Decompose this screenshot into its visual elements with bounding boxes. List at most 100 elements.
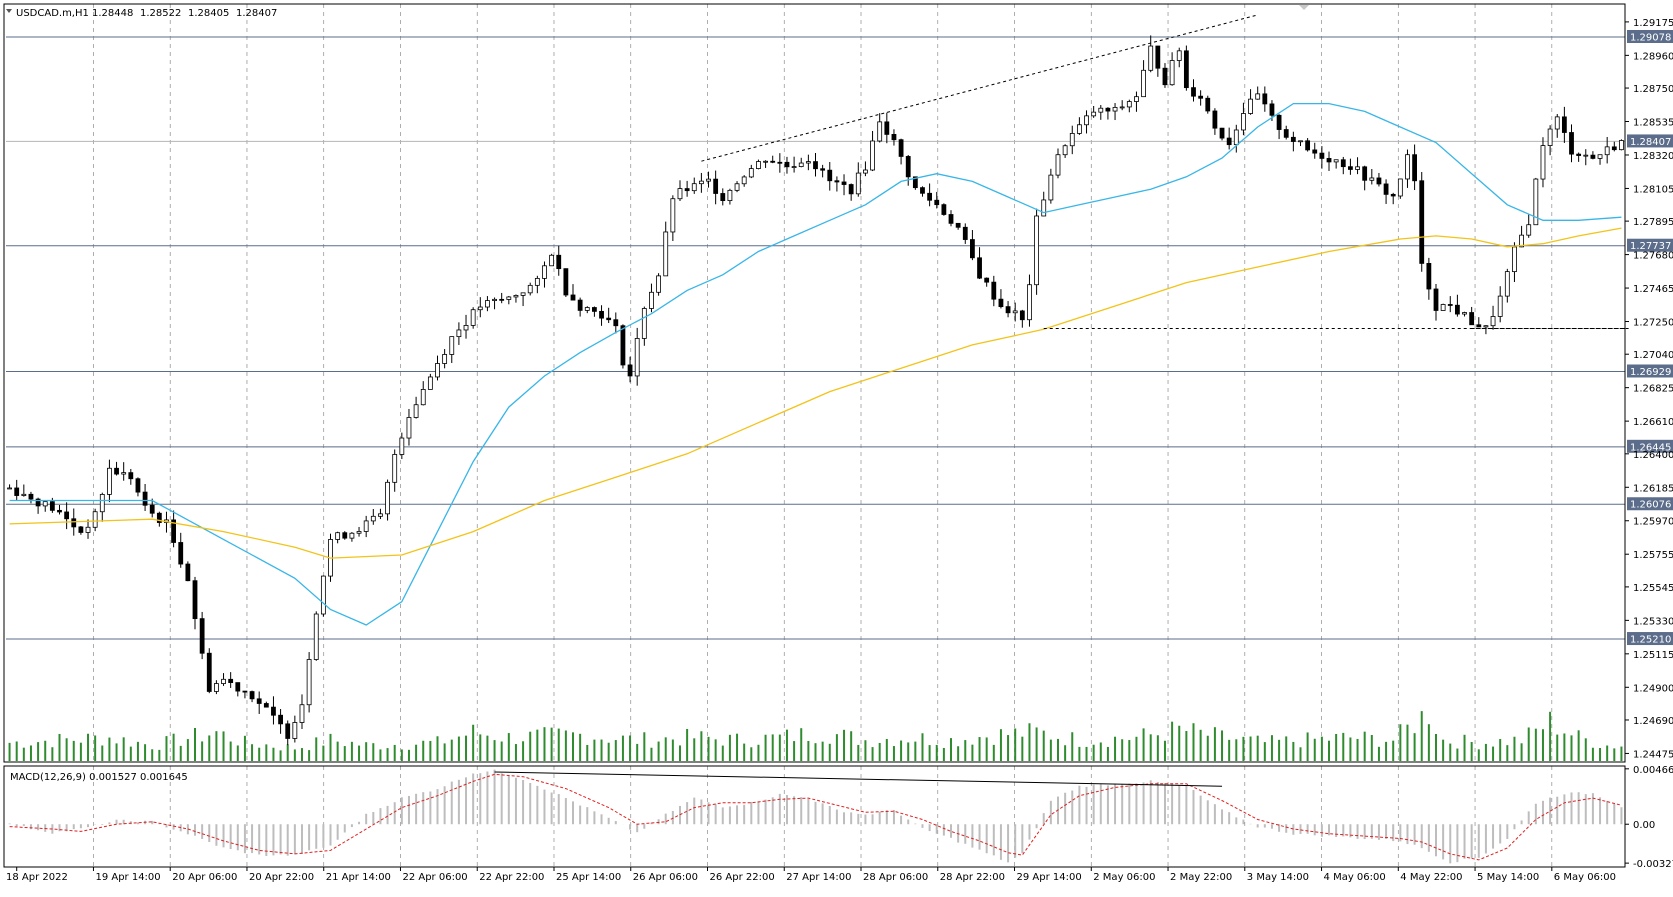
price-tick-label: 1.26825 [1633,384,1673,395]
candle-body [1554,116,1560,130]
candle-body [520,292,526,296]
candle-body [863,169,868,174]
chart-frame [3,3,1626,868]
candle-body [955,222,961,228]
ohlc-low: 1.28405 [188,8,229,19]
time-label: 20 Apr 22:00 [249,872,314,883]
candle-body [777,161,783,164]
candle-body [1269,103,1275,116]
candle-body [1583,154,1589,157]
candle-body [720,193,726,202]
time-label: 26 Apr 06:00 [633,872,698,883]
candle-body [1412,154,1418,182]
candle-body [156,512,162,523]
macd-tick-label: -0.003274 [1633,859,1673,870]
candle-body [1162,67,1168,86]
candle-body [235,682,241,692]
candle-body [171,519,177,543]
candle-body [834,180,840,183]
time-label: 21 Apr 14:00 [326,872,391,883]
candle-body [242,690,248,693]
candle-body [256,698,262,704]
candle-body [898,139,904,157]
candle-body [1084,115,1089,126]
candle-body [1226,137,1232,146]
candle-body [1112,107,1118,112]
horizontal-levels[interactable]: 1.29078 1.27737 1.26929 1.26445 1.26076 1.252… [6,29,1673,646]
candle-body [905,156,911,178]
candle-body [1169,60,1175,86]
candle-body [991,281,997,300]
candle-body [1576,153,1582,156]
candle-body [1198,95,1204,99]
current-price-tag [1627,134,1673,148]
candle-body [1526,224,1532,236]
candle-body [927,192,933,201]
price-tick-label: 1.26400 [1633,450,1673,461]
candle-body [249,691,255,700]
ohlc-open: 1.28448 [92,8,133,19]
candle-body [1390,193,1396,197]
candle-body [271,706,276,716]
candle-body [1212,110,1218,129]
time-label: 20 Apr 06:00 [172,872,237,883]
candle-body [342,532,348,539]
candle-body [920,187,925,194]
shift-marker-icon[interactable] [1299,5,1309,10]
candle-body [1134,96,1139,102]
time-label: 26 Apr 22:00 [709,872,774,883]
level-tag-label: 1.26929 [1630,367,1671,378]
moving-average-line [9,227,1622,559]
price-tick-label: 1.24475 [1633,749,1673,760]
level-tag [1627,238,1673,252]
candle-body [634,338,640,377]
moving-average-line [9,102,1622,626]
candle-body [221,678,226,684]
candle-body [228,678,234,683]
level-tag-label: 1.25210 [1630,635,1671,646]
candle-body [756,161,761,169]
candle-body [356,531,362,534]
candle-body [527,284,533,294]
candle-body [627,364,633,377]
candle-body [734,183,740,191]
candle-body [855,172,861,195]
candle-body [1512,246,1517,273]
price-tick-label: 1.25330 [1633,616,1673,627]
candle-body [542,265,547,279]
candle-body [670,198,676,233]
candle-body [64,511,70,520]
candle-body [599,310,604,319]
price-tick-label: 1.28320 [1633,151,1673,162]
level-tag [1627,439,1673,453]
candle-body [85,526,91,533]
time-label: 4 May 22:00 [1400,872,1462,883]
candle-body [1062,145,1068,156]
candle-body [513,295,519,298]
level-tag-label: 1.26076 [1630,500,1671,511]
candle-body [1126,101,1132,108]
time-label: 25 Apr 14:00 [556,872,621,883]
candle-body [698,180,704,185]
candle-body [335,532,341,540]
candlesticks [7,35,1624,746]
candle-body [1454,304,1460,315]
candle-body [1597,154,1603,159]
candle-body [7,487,12,490]
trendlines[interactable] [701,14,1629,330]
ohlc-high: 1.28522 [140,8,181,19]
candle-body [1290,136,1296,142]
macd-tick-label: 0.004662 [1633,765,1673,776]
candle-body [770,160,776,163]
price-tick-label: 1.27040 [1633,350,1673,361]
candle-body [14,487,20,496]
candle-body [713,178,719,194]
candle-body [941,204,947,215]
candle-body [641,308,647,339]
candle-body [763,160,768,163]
candle-body [1440,304,1446,311]
time-label: 19 Apr 14:00 [95,872,160,883]
candle-body [1504,271,1510,297]
chevron-down-icon[interactable] [6,9,12,13]
